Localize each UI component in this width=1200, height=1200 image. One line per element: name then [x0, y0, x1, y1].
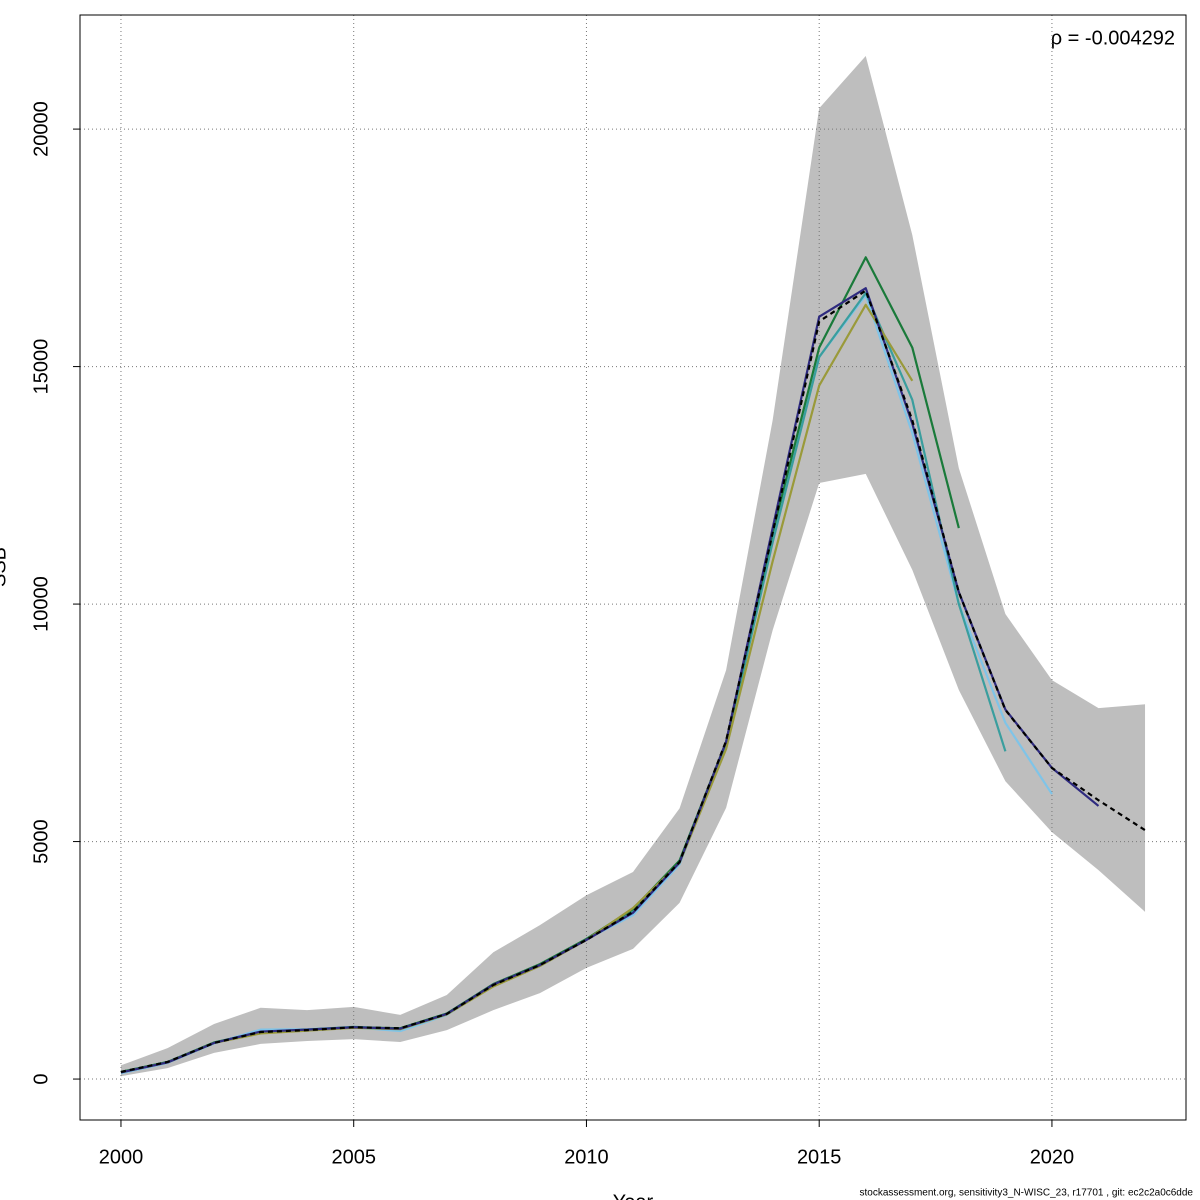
y-tick-label: 20000	[30, 101, 52, 157]
caption: stockassessment.org, sensitivity3_N-WISC…	[860, 1188, 1194, 1199]
series-line	[120, 303, 914, 1074]
y-tick-label: 15000	[30, 339, 52, 395]
confidence-band	[120, 55, 1146, 1077]
x-tick-label: 2010	[564, 1146, 609, 1168]
series-line	[120, 289, 1146, 1074]
rho-annotation: ρ = -0.004292	[1051, 27, 1175, 49]
x-tick-label: 2020	[1030, 1146, 1075, 1168]
x-tick-label: 2000	[99, 1146, 144, 1168]
plot-frame	[79, 14, 1187, 1121]
x-tick-label: 2015	[797, 1146, 842, 1168]
y-tick-label: 5000	[30, 819, 52, 864]
y-axis-label: SSB	[0, 547, 10, 587]
y-tick-label: 0	[30, 1073, 52, 1084]
y-tick-label: 10000	[30, 576, 52, 632]
x-axis-label: Year	[613, 1191, 654, 1200]
x-tick-label: 2005	[331, 1146, 376, 1168]
